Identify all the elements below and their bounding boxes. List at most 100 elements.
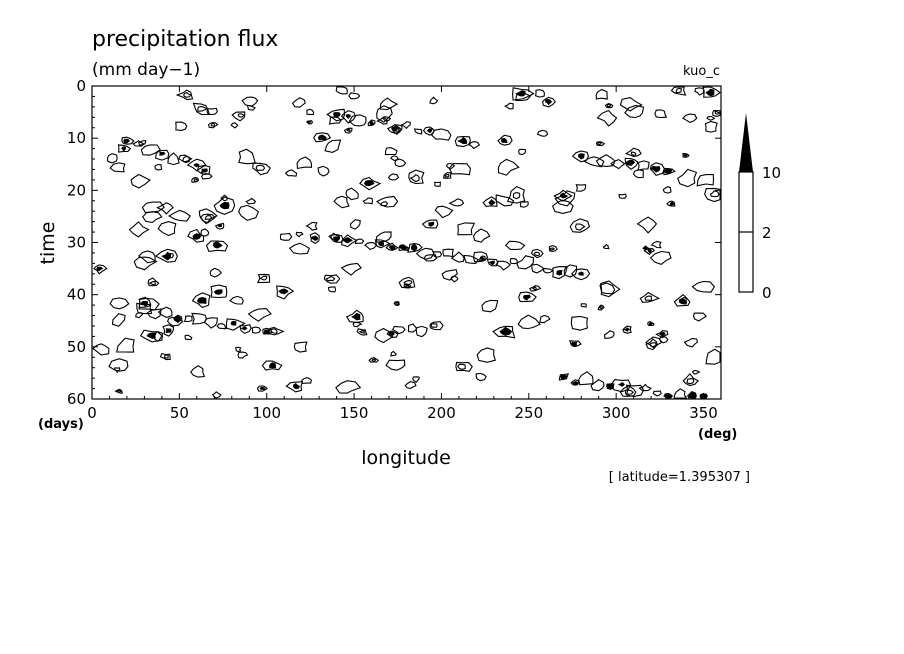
y-axis-title: time: [37, 222, 59, 265]
contour-line: [677, 168, 698, 188]
contour-line: [200, 173, 213, 180]
contour-line: [659, 331, 666, 338]
colorbar-triangle: [739, 113, 753, 172]
contour-line: [166, 252, 175, 259]
contour-line: [704, 120, 718, 133]
contour-line: [374, 327, 394, 344]
contour-line: [534, 89, 545, 98]
contour-line: [162, 324, 175, 337]
contour-line: [552, 199, 574, 214]
contour-line: [691, 369, 701, 375]
x-tick-label: 50: [170, 404, 189, 422]
contour-line: [556, 269, 563, 276]
contour-line: [549, 247, 556, 251]
contour-line: [647, 321, 655, 327]
contour-line: [340, 110, 357, 124]
contour-line: [394, 158, 407, 168]
contour-line: [559, 192, 569, 199]
contour-line: [597, 141, 602, 146]
contour-line: [541, 96, 557, 108]
contour-line: [688, 392, 698, 399]
contour-line: [450, 251, 465, 263]
contour-line: [379, 97, 399, 111]
contour-line: [262, 327, 273, 335]
contour-line: [578, 371, 594, 386]
contour-line: [386, 330, 399, 338]
contour-line: [346, 128, 351, 133]
run-label: kuo_c: [683, 64, 720, 79]
contour-line: [495, 260, 511, 271]
contour-line: [146, 332, 157, 339]
contour-line: [514, 90, 526, 97]
contour-line: [220, 194, 228, 202]
contour-line: [333, 236, 340, 243]
contour-line: [191, 312, 208, 325]
contour-line: [140, 144, 161, 156]
contour-line: [658, 335, 669, 344]
contour-line: [345, 114, 352, 120]
contour-line: [192, 102, 211, 116]
contour-line: [108, 358, 129, 372]
contour-line: [141, 201, 165, 213]
contour-line: [403, 283, 412, 289]
contour-line: [638, 383, 652, 392]
contour-line: [196, 297, 207, 304]
contour-line: [394, 301, 400, 306]
contour-line: [237, 351, 249, 359]
contour-line: [472, 228, 491, 243]
contour-line: [148, 280, 156, 286]
contour-line: [375, 231, 392, 243]
colorbar-label-10: 10: [762, 164, 781, 182]
x-axis-title: longitude: [361, 447, 451, 469]
contour-line: [623, 327, 631, 333]
contour-line: [293, 341, 308, 353]
contour-line: [130, 173, 152, 189]
contour-line: [649, 250, 672, 266]
contour-line: [317, 165, 330, 177]
contour-line: [245, 197, 257, 205]
contour-line: [448, 198, 465, 207]
contour-line: [682, 113, 698, 124]
contour-line: [111, 312, 126, 327]
contour-line: [239, 324, 252, 334]
contour-line: [345, 187, 359, 201]
contour-line: [497, 158, 520, 176]
contour-line: [116, 389, 123, 393]
contour-line: [163, 354, 169, 359]
contour-line: [673, 388, 688, 399]
contour-line: [675, 87, 683, 94]
contour-line: [512, 192, 521, 200]
contour-line: [306, 108, 315, 116]
contour-line: [93, 264, 108, 275]
contour-line: [570, 315, 589, 331]
contour-line: [264, 329, 271, 335]
contour-line: [138, 250, 156, 264]
contour-line: [429, 321, 444, 331]
contour-line: [570, 341, 578, 347]
contour-line: [178, 154, 193, 163]
contour-line: [704, 187, 721, 203]
contour-line: [706, 115, 716, 121]
contour-line: [183, 315, 193, 323]
contour-line: [369, 120, 375, 126]
contour-line: [599, 282, 616, 295]
contour-line: [503, 102, 514, 110]
contour-line: [479, 256, 485, 261]
contour-line: [390, 350, 397, 357]
contour-line: [121, 136, 135, 145]
contour-line: [92, 343, 110, 356]
contour-line: [219, 201, 230, 210]
contour-line: [328, 286, 337, 293]
contour-line: [159, 151, 166, 156]
contour-line: [349, 219, 361, 230]
contour-line: [259, 275, 268, 281]
contour-line: [351, 312, 361, 321]
contour-line: [398, 276, 416, 289]
contour-line: [217, 224, 223, 228]
contour-line: [683, 154, 688, 157]
contour-line: [662, 168, 673, 175]
contour-line: [380, 201, 389, 207]
contour-line: [482, 196, 498, 207]
contour-line: [154, 163, 163, 171]
contour-line: [187, 228, 205, 243]
